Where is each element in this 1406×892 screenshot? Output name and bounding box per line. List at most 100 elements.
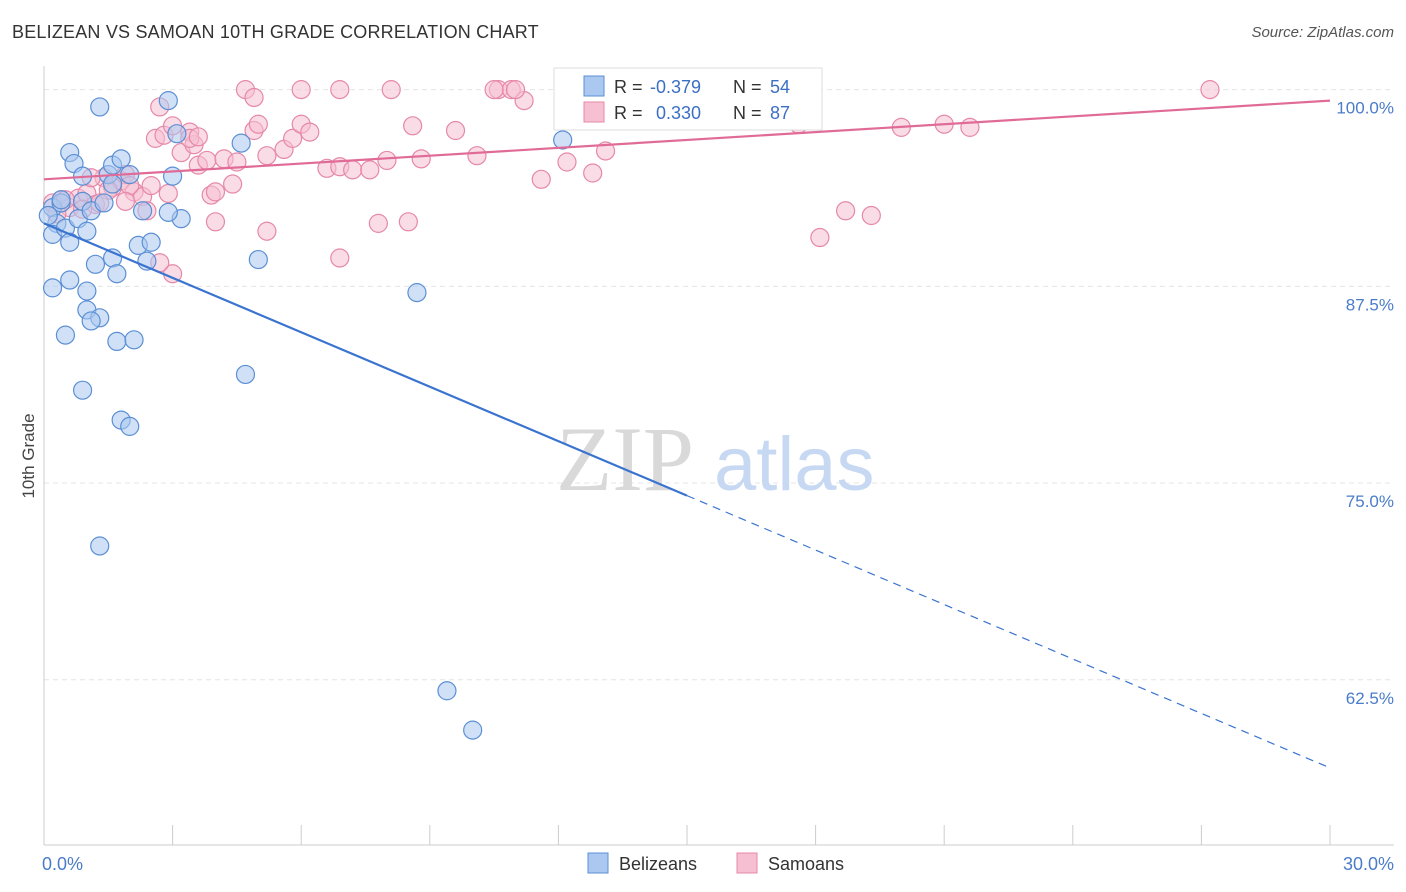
samoan-point [505, 80, 526, 100]
samoan-point [403, 116, 423, 136]
bottom-legend-label-samoans: Samoans [768, 854, 844, 874]
belizean-point [42, 278, 63, 298]
samoan-point [583, 163, 603, 183]
samoan-point [343, 160, 363, 180]
y-tick-label: 100.0% [1336, 99, 1394, 118]
samoan-point [248, 114, 268, 134]
belizean-point [158, 202, 178, 222]
samoan-point [445, 120, 466, 141]
belizean-trend-extension [686, 495, 1331, 769]
belizean-point [107, 331, 127, 352]
belizean-point [167, 124, 187, 144]
belizean-point [72, 380, 93, 400]
axes [43, 66, 1394, 846]
samoan-point [300, 122, 320, 142]
legend-swatch-blue [583, 75, 605, 97]
samoan-point [810, 227, 830, 248]
belizean-point [248, 249, 268, 270]
samoan-point [257, 146, 277, 166]
belizean-point [85, 254, 106, 274]
samoan-point [223, 174, 243, 194]
samoan-point [330, 80, 350, 100]
belizean-point [102, 174, 123, 194]
belizean-point [553, 130, 573, 150]
belizean-point [111, 149, 131, 169]
samoan-point [330, 248, 350, 268]
samoan-point [381, 80, 401, 100]
belizean-point [163, 166, 183, 186]
legend-r-label-blue: R = [614, 77, 643, 97]
samoan-point [115, 191, 136, 211]
belizean-point [120, 416, 140, 436]
belizean-point [94, 193, 114, 213]
samoan-point [205, 212, 226, 232]
legend-r-value-pink: 0.330 [656, 103, 701, 123]
x-tick-label: 0.0% [42, 854, 83, 874]
belizean-point [77, 221, 97, 241]
samoan-point [861, 205, 881, 226]
samoan-point [283, 128, 303, 148]
samoan-point [188, 127, 208, 147]
chart-source: Source: ZipAtlas.com [1251, 24, 1394, 41]
belizean-point [231, 133, 251, 153]
belizean-point [158, 91, 178, 111]
samoan-point [1200, 80, 1220, 100]
watermark-zip: ZIP [556, 408, 694, 510]
watermark-atlas: atlas [714, 422, 875, 507]
y-tick-label: 87.5% [1346, 295, 1394, 314]
belizean-point [60, 270, 80, 290]
belizean-point [463, 720, 483, 740]
y-tick-label: 75.0% [1346, 492, 1394, 511]
samoan-point [158, 183, 178, 204]
samoan-point [244, 87, 264, 108]
samoan-point [377, 150, 397, 171]
x-tick-labels: 0.0% 30.0% [42, 854, 1394, 874]
samoan-point [291, 80, 311, 100]
bottom-legend: Belizeans Samoans [587, 852, 844, 874]
legend-swatch-pink [583, 101, 605, 123]
chart-title: BELIZEAN VS SAMOAN 10TH GRADE CORRELATIO… [12, 22, 539, 42]
samoan-point [398, 212, 418, 232]
belizean-point [81, 311, 101, 331]
belizean-point [55, 325, 76, 345]
samoan-point [257, 221, 277, 241]
samoan-point [484, 80, 504, 100]
samoan-point [836, 201, 856, 221]
watermark: ZIP atlas [556, 408, 875, 510]
belizean-point [90, 536, 110, 556]
samoan-point [531, 169, 551, 189]
y-tick-label: 62.5% [1346, 689, 1394, 708]
belizean-trend-line [43, 222, 688, 497]
belizean-point [38, 205, 58, 226]
bottom-legend-swatch-belizeans [587, 852, 609, 874]
legend-r-label-pink: R = [614, 103, 643, 123]
belizean-point [437, 681, 457, 701]
bottom-legend-label-belizeans: Belizeans [619, 854, 697, 874]
belizean-point [90, 97, 110, 117]
belizean-point [407, 283, 427, 303]
grid-lines [44, 89, 1394, 681]
y-axis-label: 10th Grade [19, 413, 38, 498]
bottom-legend-swatch-samoans [736, 852, 758, 874]
belizean-point [124, 330, 144, 350]
legend-r-value-blue: -0.379 [650, 77, 701, 97]
legend-n-value-blue: 54 [770, 77, 790, 97]
samoan-point [368, 213, 388, 233]
samoan-point [557, 152, 577, 172]
samoan-point [960, 117, 980, 137]
belizean-point [107, 264, 127, 284]
samoan-trend-line [43, 99, 1331, 181]
samoan-point [360, 160, 380, 180]
trend-lines [43, 99, 1331, 769]
belizean-point [77, 281, 97, 301]
top-legend: R = -0.379 N = 54 R = 0.330 N = 87 [553, 67, 823, 131]
samoan-point [411, 149, 431, 169]
legend-n-label-pink: N = [733, 103, 762, 123]
belizean-point [235, 364, 256, 385]
samoan-point [467, 146, 487, 166]
y-tick-labels: 100.0% 87.5% 75.0% 62.5% [1336, 99, 1394, 708]
legend-n-value-pink: 87 [770, 103, 790, 123]
belizean-point [141, 232, 161, 252]
belizean-point [51, 190, 71, 210]
samoan-point [595, 141, 616, 161]
